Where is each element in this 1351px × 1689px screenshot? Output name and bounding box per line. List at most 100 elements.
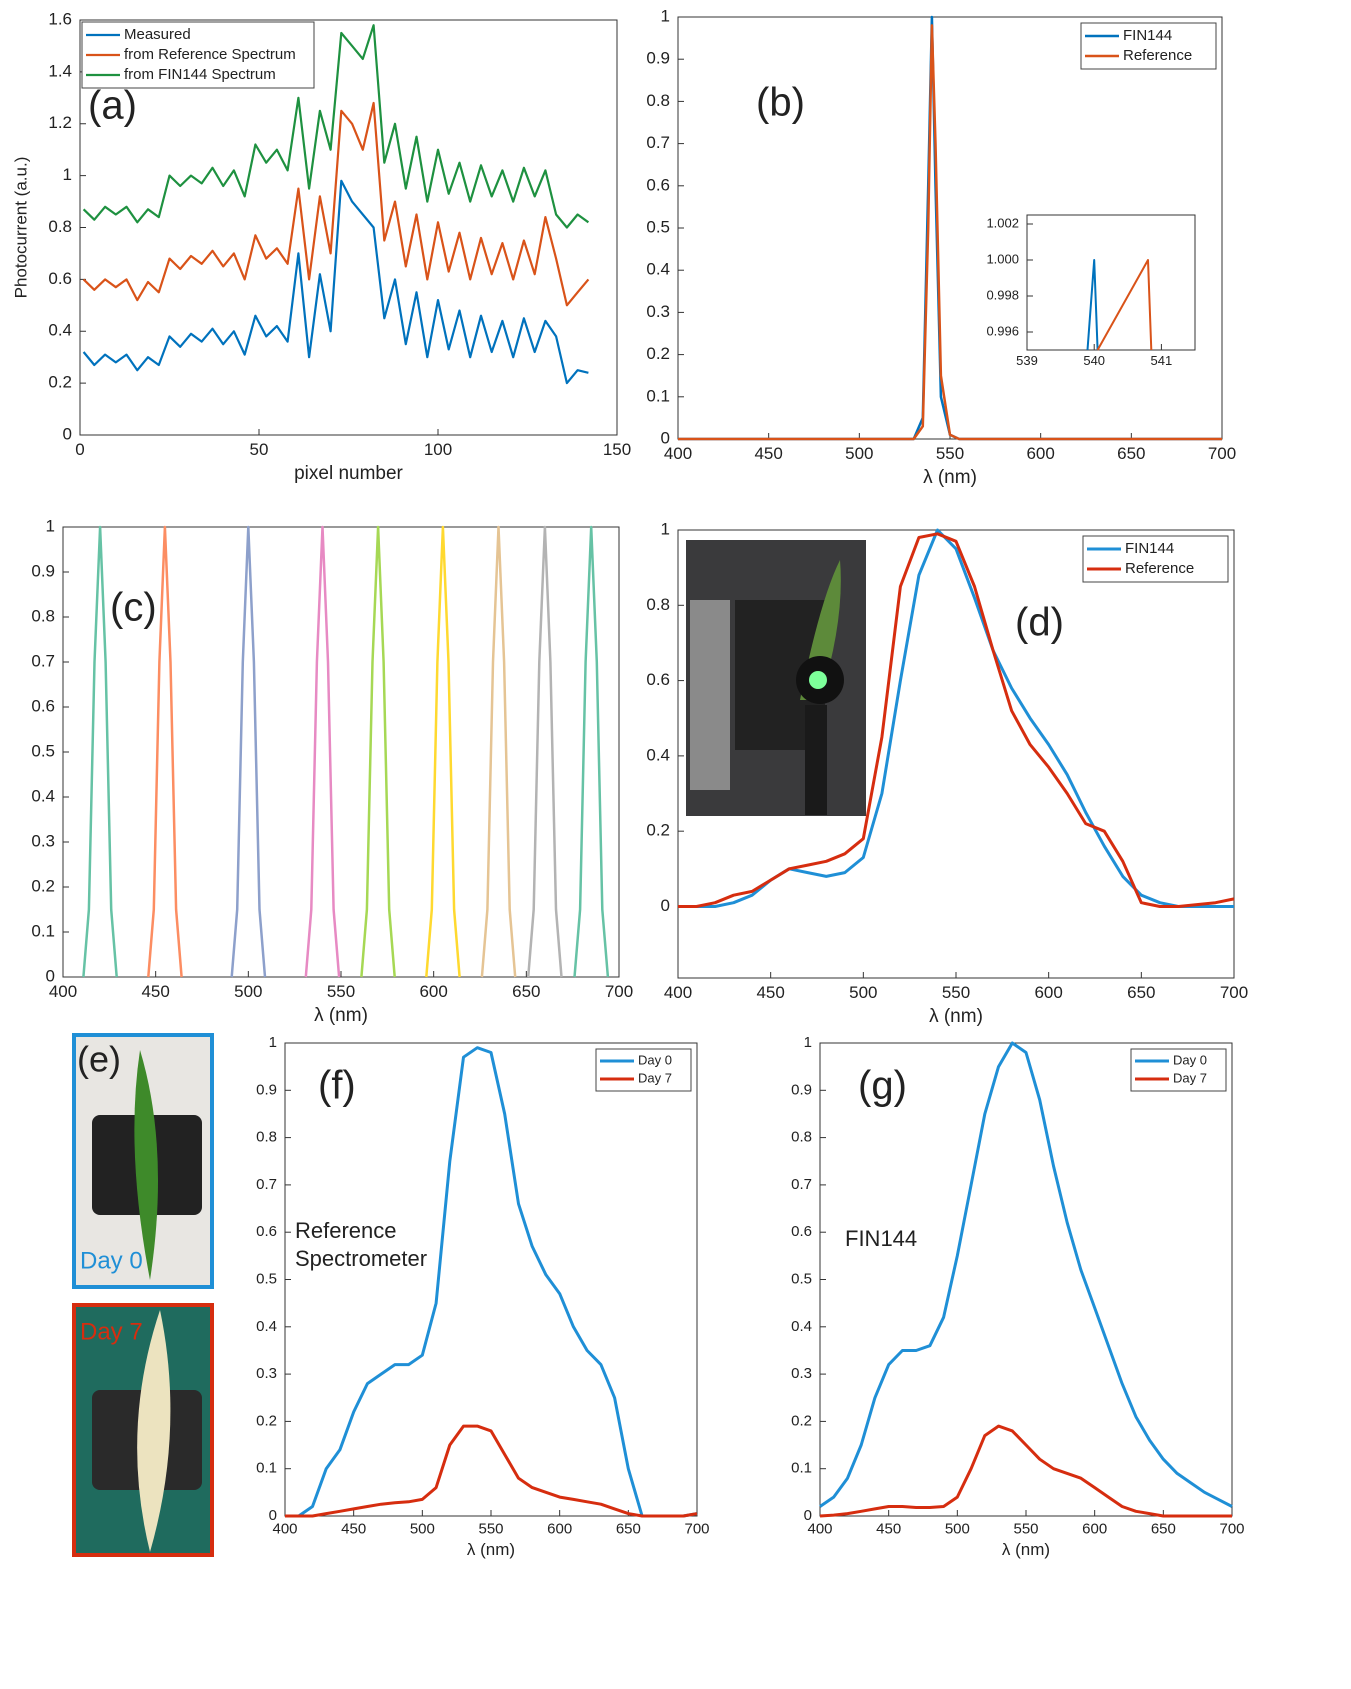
y-tick-label: 0.4 (646, 745, 670, 764)
line (526, 525, 563, 978)
annotation: Reference (295, 1218, 397, 1243)
x-tick-label: 550 (327, 982, 355, 1001)
y-tick-label: 0.996 (986, 323, 1019, 338)
y-tick-label: 1.6 (48, 9, 72, 28)
x-tick-label: 550 (942, 983, 970, 1002)
y-tick-label: 1 (269, 1034, 277, 1051)
x-tick-label: 150 (603, 440, 631, 459)
x-tick-label: 540 (1083, 353, 1105, 368)
y-tick-label: 0.2 (791, 1412, 812, 1429)
panel-label: (e) (77, 1039, 121, 1080)
legend-label: Day 0 (638, 1052, 672, 1067)
y-tick-label: 0.3 (256, 1365, 277, 1382)
y-tick-label: 0.1 (31, 921, 55, 940)
x-tick-label: 400 (49, 982, 77, 1001)
legend-label: FIN144 (1125, 540, 1174, 557)
x-tick-label: 500 (945, 1520, 970, 1537)
x-tick-label: 0 (75, 440, 84, 459)
x-tick-label: 400 (272, 1520, 297, 1537)
x-tick-label: 600 (547, 1520, 572, 1537)
legend-label: from Reference Spectrum (124, 46, 296, 63)
x-tick-label: 550 (478, 1520, 503, 1537)
y-tick-label: 0.8 (256, 1129, 277, 1146)
x-axis-label: λ (nm) (929, 1006, 983, 1027)
x-tick-label: 50 (250, 440, 269, 459)
y-tick-label: 0.6 (256, 1223, 277, 1240)
x-tick-label: 650 (616, 1520, 641, 1537)
photo-part (690, 600, 730, 790)
x-tick-label: 650 (512, 982, 540, 1001)
line (82, 179, 589, 385)
legend-box (81, 21, 315, 89)
x-axis-label: λ (nm) (923, 467, 977, 488)
photo-caption: Day 0 (80, 1247, 143, 1274)
x-tick-label: 400 (807, 1520, 832, 1537)
y-tick-label: 0 (63, 424, 72, 443)
x-tick-label: 700 (1208, 444, 1236, 463)
x-tick-label: 400 (664, 444, 692, 463)
y-tick-label: 0.8 (48, 217, 72, 236)
x-tick-label: 500 (845, 444, 873, 463)
leaf-photos: (e) Day 0 Day 7 (72, 1033, 214, 1557)
line (82, 525, 118, 978)
y-tick-label: 0 (661, 896, 670, 915)
y-tick-label: 0.8 (31, 606, 55, 625)
y-tick-label: 0.2 (256, 1412, 277, 1429)
y-tick-label: 0.8 (646, 595, 670, 614)
y-tick-label: 0.1 (791, 1460, 812, 1477)
line (1096, 259, 1153, 351)
x-tick-label: 600 (1026, 444, 1054, 463)
y-tick-label: 0.1 (646, 386, 670, 405)
x-tick-label: 450 (341, 1520, 366, 1537)
line (82, 101, 590, 307)
x-tick-label: 400 (664, 983, 692, 1002)
y-tick-label: 0.1 (256, 1460, 277, 1477)
x-tick-label: 700 (1220, 983, 1248, 1002)
line (819, 1424, 1232, 1518)
x-tick-label: 500 (410, 1520, 435, 1537)
y-tick-label: 0.8 (791, 1129, 812, 1146)
x-tick-label: 600 (1082, 1520, 1107, 1537)
y-tick-label: 0.3 (646, 302, 670, 321)
y-tick-label: 0.2 (31, 876, 55, 895)
x-tick-label: 550 (1013, 1520, 1038, 1537)
x-tick-label: 450 (141, 982, 169, 1001)
y-tick-label: 0.2 (646, 344, 670, 363)
y-tick-label: 0.4 (646, 260, 670, 279)
x-tick-label: 700 (605, 982, 633, 1001)
legend-label: Measured (124, 26, 191, 43)
y-tick-label: 0.9 (31, 561, 55, 580)
line (147, 525, 183, 978)
photo-part (805, 705, 827, 815)
x-tick-label: 539 (1016, 353, 1038, 368)
y-tick-label: 1 (661, 519, 670, 538)
line (230, 525, 267, 978)
legend-label: Day 0 (1173, 1052, 1207, 1067)
y-tick-label: 0 (661, 428, 670, 447)
line (285, 1046, 698, 1518)
photo-leaf (134, 1050, 158, 1280)
y-tick-label: 0 (46, 966, 55, 985)
y-tick-label: 0.5 (646, 217, 670, 236)
panel-label: (b) (756, 81, 805, 125)
annotation: FIN144 (845, 1226, 917, 1251)
panel-label: (f) (318, 1064, 356, 1108)
x-tick-label: 650 (1151, 1520, 1176, 1537)
y-tick-label: 0.7 (31, 651, 55, 670)
y-tick-label: 0.7 (791, 1176, 812, 1193)
y-tick-label: 0.5 (31, 741, 55, 760)
legend-label: Day 7 (1173, 1070, 1207, 1085)
y-tick-label: 1 (804, 1034, 812, 1051)
x-tick-label: 450 (876, 1520, 901, 1537)
y-tick-label: 1.4 (48, 61, 72, 80)
y-tick-label: 0.3 (31, 831, 55, 850)
line (1086, 259, 1099, 351)
plot-frame (1026, 214, 1196, 351)
line (678, 24, 1222, 441)
y-tick-label: 0.6 (31, 696, 55, 715)
legend-label: FIN144 (1123, 27, 1172, 44)
y-tick-label: 0.2 (48, 373, 72, 392)
x-tick-label: 450 (756, 983, 784, 1002)
legend-box (595, 1048, 692, 1092)
